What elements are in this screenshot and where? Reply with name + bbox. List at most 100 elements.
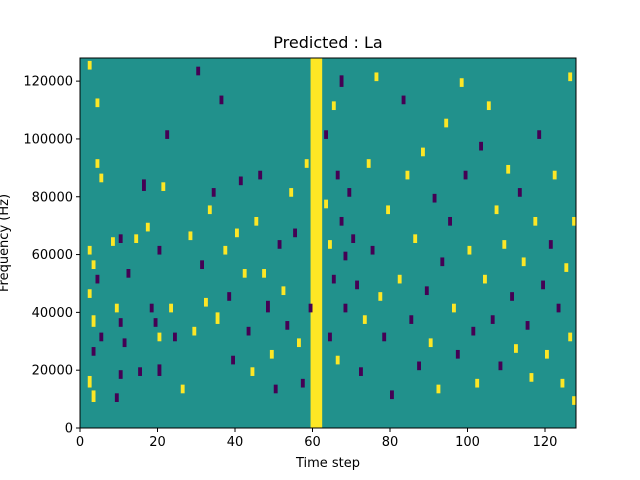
- heatmap-cells: [87, 60, 576, 405]
- heatmap-cell: [266, 300, 270, 313]
- heatmap-cell: [541, 280, 545, 290]
- y-tick-label: 20000: [32, 364, 73, 379]
- heatmap-cell: [421, 147, 425, 157]
- heatmap-cell: [87, 245, 92, 255]
- heatmap-cell: [157, 364, 162, 376]
- heatmap-cell: [231, 355, 235, 365]
- heatmap-cell: [242, 269, 247, 278]
- heatmap-cell: [161, 182, 166, 191]
- heatmap-cell: [281, 286, 286, 296]
- y-tick-label: 100000: [23, 132, 73, 147]
- heatmap-cell: [192, 326, 197, 336]
- heatmap-cell: [463, 170, 468, 180]
- heatmap-cell: [514, 344, 518, 353]
- heatmap-cell: [111, 237, 115, 246]
- heatmap-cell: [99, 173, 104, 183]
- heatmap-cell: [378, 292, 383, 301]
- heatmap-cell: [91, 260, 96, 270]
- heatmap-cell: [572, 396, 576, 405]
- heatmap-cell: [289, 188, 294, 197]
- heatmap-cell: [448, 216, 452, 226]
- heatmap-cell: [483, 274, 487, 284]
- heatmap-cell: [494, 205, 499, 215]
- heatmap-cell: [343, 251, 348, 261]
- heatmap-cell: [258, 170, 263, 180]
- heatmap-cell: [149, 303, 154, 313]
- heatmap-cell: [502, 240, 507, 249]
- heatmap-cell: [572, 216, 576, 226]
- y-axis-ticks: 0 20000 40000 60000 80000 100000 120000: [23, 75, 80, 437]
- heatmap-cell: [467, 245, 472, 255]
- heatmap-cell: [564, 263, 569, 272]
- heatmap-cell: [440, 257, 445, 267]
- heatmap-cell: [525, 321, 530, 330]
- heatmap-cell: [126, 269, 131, 278]
- heatmap-cell: [262, 269, 266, 278]
- heatmap-cell: [269, 349, 274, 359]
- heatmap-cell: [374, 72, 379, 82]
- heatmap-cell: [95, 159, 100, 168]
- heatmap-cell: [297, 338, 301, 348]
- heatmap-cell: [455, 349, 460, 359]
- heatmap-cell: [386, 205, 390, 215]
- heatmap-cell: [335, 170, 340, 180]
- heatmap-cell: [339, 75, 344, 87]
- heatmap-cell: [95, 98, 100, 108]
- heatmap-cell: [324, 130, 328, 139]
- heatmap-cell: [556, 303, 561, 313]
- heatmap-cell: [157, 245, 162, 255]
- heatmap-cell: [165, 130, 170, 139]
- heatmap-cell: [370, 245, 375, 255]
- heatmap-cell: [436, 384, 441, 394]
- heatmap-cell: [188, 231, 193, 241]
- heatmap-cell: [293, 228, 297, 238]
- heatmap-cell: [359, 367, 363, 376]
- heatmap-cell: [169, 303, 173, 313]
- heatmap-cell: [382, 332, 387, 342]
- x-tick-label: 120: [533, 435, 558, 450]
- y-tick-label: 40000: [32, 306, 73, 321]
- x-tick-label: 60: [304, 435, 321, 450]
- heatmap-cell: [331, 101, 336, 111]
- heatmap-cell: [87, 60, 92, 70]
- heatmap-cell: [366, 159, 371, 168]
- heatmap-cell: [145, 222, 150, 232]
- heatmap-cell: [223, 245, 228, 255]
- heatmap-cell: [254, 216, 259, 226]
- heatmap-cell: [548, 240, 553, 249]
- x-tick-label: 20: [149, 435, 166, 450]
- y-tick-label: 0: [65, 422, 73, 437]
- heatmap-cell: [506, 164, 511, 174]
- heatmap-cell: [328, 332, 332, 342]
- heatmap-cell: [568, 332, 573, 342]
- heatmap-cell: [413, 234, 418, 243]
- heatmap-cell: [87, 289, 92, 298]
- plot-area: [79, 57, 577, 429]
- heatmap-cell: [362, 315, 367, 324]
- heatmap-cell: [324, 199, 328, 209]
- heatmap-cell: [99, 332, 104, 342]
- heatmap-cell: [91, 390, 96, 402]
- heatmap-cell: [351, 234, 356, 243]
- heatmap-cell: [397, 274, 402, 284]
- heatmap-cell: [432, 193, 437, 203]
- heatmap-cell: [91, 315, 96, 327]
- heatmap-cell: [545, 349, 549, 359]
- heatmap-cell: [452, 303, 456, 313]
- heatmap-cell: [300, 378, 305, 388]
- heatmap-cell: [444, 118, 449, 128]
- heatmap-cell: [510, 292, 514, 301]
- heatmap-cell: [328, 240, 332, 249]
- heatmap-cell: [235, 228, 239, 238]
- heatmap-cell: [529, 373, 534, 382]
- x-tick-label: 80: [382, 435, 399, 450]
- heatmap-cell: [153, 318, 158, 327]
- y-tick-label: 60000: [32, 248, 73, 263]
- heatmap-cell: [118, 318, 123, 327]
- y-axis-label: Frequency (Hz): [0, 194, 12, 292]
- heatmap-cell: [560, 378, 565, 388]
- heatmap-cell: [405, 170, 410, 180]
- heatmap-cell: [517, 188, 522, 197]
- heatmap-cell: [118, 370, 123, 379]
